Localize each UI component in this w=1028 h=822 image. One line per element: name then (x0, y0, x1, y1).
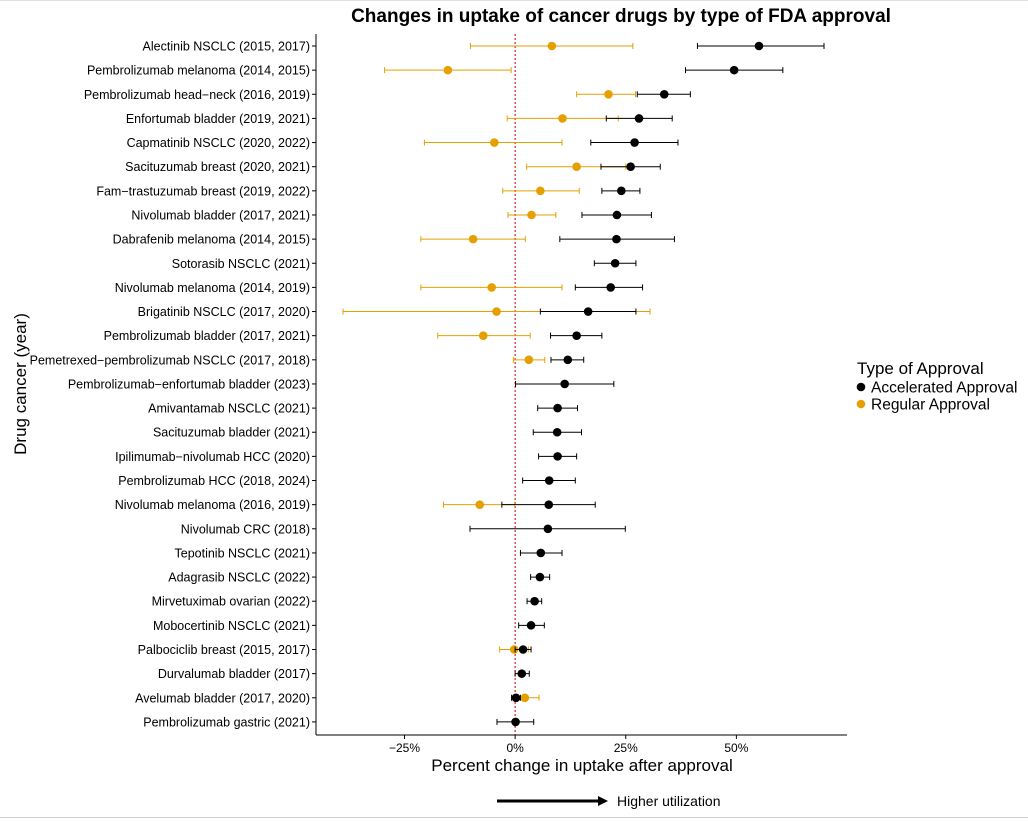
point-estimate (553, 452, 562, 461)
y-tick-label: Fam−trastuzumab breast (2019, 2022) (96, 184, 310, 198)
point-estimate (729, 65, 739, 75)
top-border (0, 0, 1028, 1)
point-estimate (527, 210, 536, 220)
y-tick-label: Pemetrexed−pembrolizumab NSCLC (2017, 20… (30, 353, 310, 367)
point-estimate (478, 331, 488, 340)
y-axis-title: Drug cancer (year) (11, 313, 30, 455)
point-estimate (468, 234, 478, 244)
y-tick-label: Adagrasib NSCLC (2022) (168, 571, 310, 585)
point-estimate (443, 65, 453, 75)
y-tick-label: Pembrolizumab HCC (2018, 2024) (118, 474, 310, 488)
point-estimate (487, 283, 496, 292)
legend: Type of Approval Accelerated ApprovalReg… (856, 359, 1017, 414)
point-estimate (630, 138, 639, 147)
point-estimate (572, 331, 581, 340)
point-estimate (520, 693, 530, 703)
y-tick-label: Sotorasib NSCLC (2021) (172, 257, 310, 271)
point-estimate (552, 427, 562, 437)
y-tick-label: Ipilimumab−nivolumab HCC (2020) (115, 450, 310, 464)
point-estimate (610, 258, 620, 268)
y-tick-label: Avelumab bladder (2017, 2020) (135, 691, 310, 705)
y-tick-label: Pembrolizumab head−neck (2016, 2019) (84, 88, 310, 102)
point-estimate (583, 307, 593, 316)
point-estimate (558, 114, 567, 123)
x-tick-label: 50% (724, 741, 748, 755)
x-tick-label: −25% (389, 741, 420, 755)
y-tick-label: Nivolumab CRC (2018) (181, 522, 310, 536)
point-estimate (511, 717, 520, 727)
legend-title: Type of Approval (857, 359, 984, 378)
point-estimate (518, 645, 528, 654)
x-axis-title: Percent change in uptake after approval (431, 756, 732, 775)
y-tick-label: Amivantamab NSCLC (2021) (148, 402, 310, 416)
point-estimate (626, 162, 635, 171)
point-estimate (490, 138, 499, 147)
point-estimate (617, 186, 626, 196)
y-tick-label: Sacituzumab bladder (2021) (153, 426, 310, 440)
y-tick-label: Pembrolizumab bladder (2017, 2021) (104, 329, 310, 343)
x-tick-label: 25% (614, 741, 638, 755)
point-estimate (560, 379, 569, 389)
point-estimate (524, 355, 534, 365)
x-tick-label: 0% (506, 741, 524, 755)
point-estimate (612, 210, 622, 220)
point-estimate (634, 114, 644, 123)
y-tick-label: Palbociclib breast (2015, 2017) (138, 643, 310, 657)
point-estimate (530, 596, 539, 606)
plot-area: −25% 0% 25% 50% Alectinib NSCLC (2015, 2017)… (30, 34, 847, 755)
point-estimate (526, 621, 536, 630)
y-tick-label: Nivolumab melanoma (2014, 2019) (115, 281, 310, 295)
y-tick-label: Nivolumab melanoma (2016, 2019) (115, 498, 310, 512)
point-estimate (509, 645, 519, 654)
point-estimate (543, 524, 553, 534)
point-estimate (536, 548, 546, 558)
y-tick-label: Enfortumab bladder (2019, 2021) (126, 112, 310, 126)
legend-label: Accelerated Approval (871, 380, 1017, 397)
point-estimate (606, 283, 616, 292)
point-estimate (544, 476, 554, 485)
point-estimate (547, 41, 557, 51)
y-tick-label: Mobocertinib NSCLC (2021) (153, 619, 310, 633)
point-estimate (475, 500, 485, 509)
legend-marker (856, 382, 866, 392)
footer-annotation: Higher utilization (497, 793, 721, 809)
y-tick-label: Nivolumab bladder (2017, 2021) (131, 208, 310, 222)
point-estimate (604, 89, 613, 99)
point-estimate (563, 355, 573, 365)
higher-utilization-label: Higher utilization (617, 793, 721, 809)
point-estimate (536, 186, 545, 196)
point-estimate (754, 41, 764, 51)
y-tick-label: Alectinib NSCLC (2015, 2017) (143, 40, 310, 54)
point-estimate (572, 162, 581, 171)
legend-label: Regular Approval (871, 397, 990, 414)
y-tick-label: Pembrolizumab melanoma (2014, 2015) (87, 64, 310, 78)
y-tick-label: Sacituzumab breast (2020, 2021) (125, 160, 310, 174)
y-tick-label: Dabrafenib melanoma (2014, 2015) (113, 233, 310, 247)
y-tick-label: Tepotinib NSCLC (2021) (175, 546, 311, 560)
arrow-icon (598, 796, 608, 806)
point-estimate (659, 89, 669, 99)
chart-title: Changes in uptake of cancer drugs by typ… (351, 6, 891, 27)
y-tick-label: Durvalumab bladder (2017) (158, 667, 310, 681)
point-estimate (544, 500, 554, 509)
point-estimate (492, 307, 501, 316)
y-tick-label: Pembrolizumab−enfortumab bladder (2023) (68, 377, 310, 391)
point-estimate (535, 572, 545, 582)
y-tick-label: Mirvetuximab ovarian (2022) (152, 595, 310, 609)
point-estimate (612, 234, 621, 244)
y-tick-label: Brigatinib NSCLC (2017, 2020) (138, 305, 310, 319)
legend-marker (856, 399, 866, 409)
point-estimate (553, 403, 562, 413)
y-tick-label: Capmatinib NSCLC (2020, 2022) (127, 136, 310, 150)
point-estimate (517, 669, 527, 678)
bottom-border (0, 817, 1028, 818)
point-estimate (511, 693, 521, 703)
y-tick-label: Pembrolizumab gastric (2021) (143, 715, 310, 729)
